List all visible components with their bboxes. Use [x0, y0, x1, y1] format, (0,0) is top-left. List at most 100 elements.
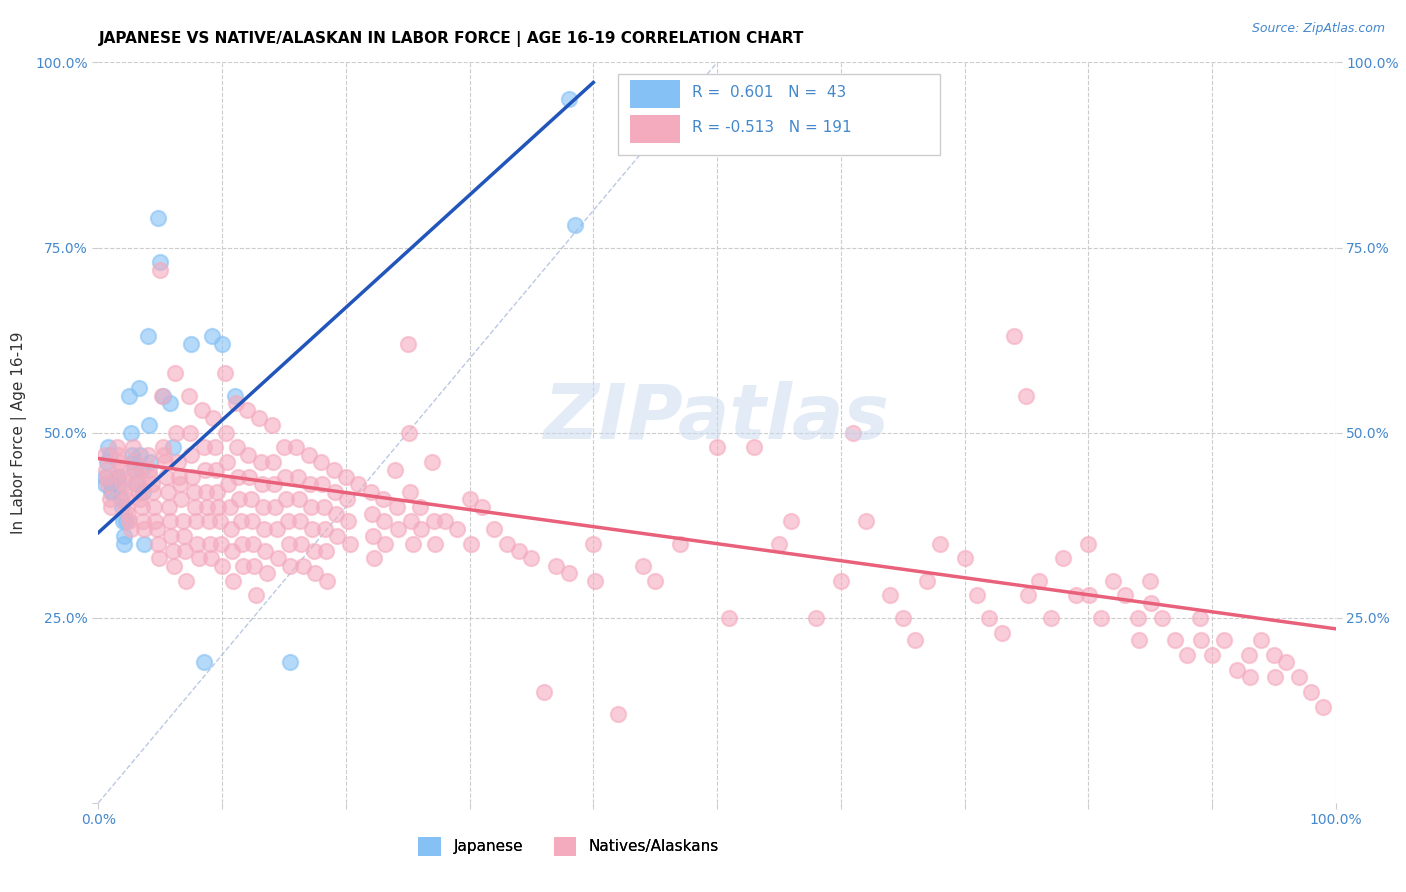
Text: JAPANESE VS NATIVE/ALASKAN IN LABOR FORCE | AGE 16-19 CORRELATION CHART: JAPANESE VS NATIVE/ALASKAN IN LABOR FORC… — [98, 31, 804, 47]
Point — [209, 537, 232, 551]
Point — [1312, 699, 1334, 714]
Point — [96, 470, 118, 484]
Point — [97, 441, 120, 455]
Point — [274, 470, 297, 484]
Point — [316, 574, 339, 588]
Point — [583, 574, 606, 588]
Point — [214, 367, 236, 381]
Point — [93, 470, 115, 484]
Point — [1114, 589, 1136, 603]
Point — [706, 441, 728, 455]
Point — [186, 537, 208, 551]
Point — [134, 537, 156, 551]
Point — [1175, 648, 1198, 662]
Point — [669, 537, 692, 551]
Point — [607, 706, 630, 721]
Point — [218, 500, 240, 514]
Point — [226, 441, 249, 455]
Point — [193, 441, 215, 455]
Point — [399, 484, 422, 499]
Point — [136, 448, 159, 462]
Point — [422, 515, 444, 529]
Point — [112, 529, 135, 543]
Point — [180, 448, 202, 462]
Point — [1090, 611, 1112, 625]
Point — [149, 262, 172, 277]
Point — [409, 500, 432, 514]
Point — [1189, 632, 1212, 647]
Point — [360, 507, 382, 521]
Point — [1264, 670, 1286, 684]
Point — [124, 477, 146, 491]
Point — [423, 537, 446, 551]
Point — [111, 470, 134, 484]
Point — [1226, 663, 1249, 677]
Point — [138, 418, 160, 433]
Point — [225, 396, 247, 410]
Point — [93, 477, 115, 491]
Point — [1250, 632, 1272, 647]
Point — [928, 537, 950, 551]
FancyBboxPatch shape — [619, 73, 939, 155]
Point — [238, 470, 260, 484]
Point — [533, 685, 555, 699]
Point — [979, 611, 1001, 625]
Point — [260, 418, 283, 433]
Point — [205, 463, 228, 477]
Point — [146, 537, 169, 551]
Point — [187, 551, 209, 566]
Point — [110, 492, 132, 507]
Point — [336, 492, 359, 507]
Point — [830, 574, 852, 588]
Point — [278, 537, 301, 551]
Point — [226, 470, 249, 484]
Point — [129, 448, 152, 462]
Point — [263, 477, 285, 491]
Point — [127, 477, 149, 491]
Text: R = -0.513   N = 191: R = -0.513 N = 191 — [692, 120, 852, 135]
Point — [287, 470, 309, 484]
Point — [105, 470, 128, 484]
Point — [315, 544, 337, 558]
Point — [124, 463, 146, 477]
Point — [1237, 648, 1260, 662]
Point — [162, 544, 184, 558]
Point — [205, 484, 228, 499]
Point — [115, 500, 138, 514]
Point — [347, 477, 370, 491]
Point — [93, 448, 115, 462]
Point — [433, 515, 456, 529]
Point — [484, 522, 506, 536]
Point — [904, 632, 927, 647]
Point — [143, 515, 166, 529]
Point — [136, 329, 159, 343]
Point — [1139, 574, 1161, 588]
Point — [242, 537, 264, 551]
Point — [152, 441, 174, 455]
Point — [122, 455, 145, 469]
Point — [411, 522, 433, 536]
Point — [174, 574, 197, 588]
Legend: Japanese, Natives/Alaskans: Japanese, Natives/Alaskans — [412, 831, 725, 862]
Point — [111, 500, 134, 514]
Point — [631, 558, 654, 573]
Point — [167, 470, 190, 484]
Point — [1201, 648, 1223, 662]
Point — [253, 522, 276, 536]
Point — [1213, 632, 1236, 647]
Point — [385, 500, 408, 514]
Point — [323, 484, 346, 499]
Point — [160, 529, 183, 543]
Point — [107, 470, 129, 484]
Point — [249, 455, 271, 469]
Point — [125, 470, 148, 484]
Point — [193, 655, 215, 669]
Point — [245, 589, 267, 603]
Point — [396, 336, 419, 351]
Point — [374, 537, 396, 551]
Point — [243, 558, 266, 573]
Point — [302, 544, 325, 558]
Point — [224, 389, 246, 403]
Point — [114, 492, 136, 507]
Point — [118, 515, 141, 529]
